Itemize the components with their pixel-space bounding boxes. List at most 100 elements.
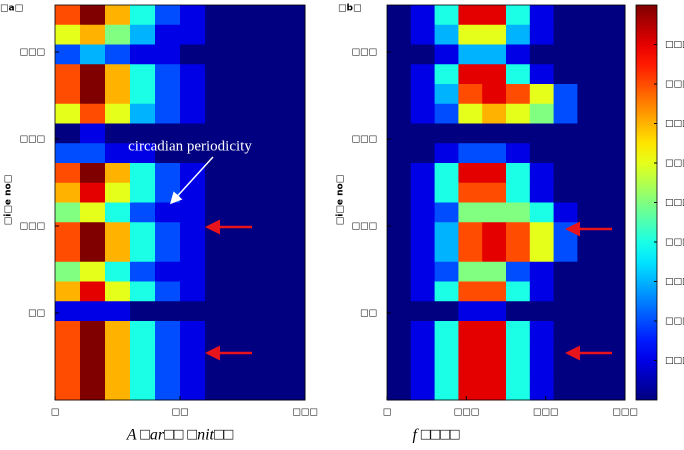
heat-cell [410,242,436,263]
heat-cell [55,64,81,85]
heat-cell [529,44,555,65]
colorbar-tick-label: □□□ [665,238,684,248]
heat-cell [506,5,531,26]
heat-cell [255,84,281,105]
heat-cell [130,84,156,105]
heat-cell [434,340,459,361]
heat-cell [130,261,156,282]
heat-cell [280,84,306,105]
colorbar-tick-label: □□□ [665,119,684,129]
heat-cell [577,143,602,164]
plot-frame [386,4,626,401]
heat-cell [529,261,555,282]
heat-cell [230,163,256,184]
heat-cell [230,301,256,322]
heat-cell [410,123,436,144]
heat-cell [55,340,81,361]
heat-cell [577,301,602,322]
heat-cell [105,360,131,381]
heat-cell [155,340,181,361]
heat-cell [553,261,578,282]
heat-cell [80,123,106,144]
heat-cell [577,24,602,45]
heat-cell [55,321,81,342]
heat-cell [553,143,578,164]
heat-cell [434,202,459,223]
heat-cell [105,321,131,342]
heat-cell [280,123,306,144]
heat-cell [387,261,412,282]
heat-cell [130,143,156,164]
heat-cell [458,222,483,243]
heat-cell [387,24,412,45]
heat-cell [387,182,412,203]
heat-cell [55,202,81,223]
heat-cell [553,281,578,302]
heat-cell [601,24,626,45]
heat-cell [577,163,602,184]
heat-cell [458,44,483,65]
heat-cell [410,143,436,164]
heat-cell [130,281,156,302]
heat-cell [601,281,626,302]
heat-cell [529,163,555,184]
heat-cell [205,340,231,361]
panel-label: □b□ [338,4,361,14]
heat-cell [55,281,81,302]
heat-cell [387,5,412,26]
heat-cell [55,24,81,45]
heat-cell [280,242,306,263]
heat-cell [180,84,206,105]
heat-cell [434,360,459,381]
heat-cell [55,380,81,401]
heat-cell [529,143,555,164]
heat-cell [205,123,231,144]
heat-cell [280,261,306,282]
heat-cell [230,261,256,282]
heat-cell [180,380,206,401]
heat-cell [55,163,81,184]
y-tick-label: □□□ [351,47,377,57]
heat-cell [130,24,156,45]
colorbar-tick-label: □□□ [665,40,684,50]
heat-cell [155,84,181,105]
heat-cell [529,64,555,85]
heat-cell [458,182,483,203]
heat-cell [553,360,578,381]
heat-cell [506,64,531,85]
heat-cell [410,321,436,342]
heat-cell [434,5,459,26]
x-tick-label: □ [383,408,392,418]
heat-cell [205,5,231,26]
heat-cell [387,242,412,263]
heat-cell [105,64,131,85]
heat-cell [458,242,483,263]
heat-cell [105,84,131,105]
y-tick-label: □□□ [351,221,377,231]
heat-cell [130,340,156,361]
heat-cell [130,123,156,144]
heat-cell [180,202,206,223]
heat-cell [387,380,412,401]
colorbar-tick-label: □□□ [665,80,684,90]
heat-cell [458,24,483,45]
heat-cell [577,360,602,381]
heat-cell [410,340,436,361]
heat-cell [410,380,436,401]
heat-cell [506,261,531,282]
heat-cell [155,182,181,203]
heat-cell [434,281,459,302]
heat-cell [180,24,206,45]
heat-cell [230,143,256,164]
heat-cell [553,103,578,124]
heat-cell [80,103,106,124]
heat-cell [506,84,531,105]
heat-cell [155,321,181,342]
heat-cell [80,44,106,65]
heat-cell [387,202,412,223]
heat-cell [80,340,106,361]
heat-cell [458,123,483,144]
heat-cell [180,64,206,85]
heat-cell [529,123,555,144]
heat-cell [80,321,106,342]
